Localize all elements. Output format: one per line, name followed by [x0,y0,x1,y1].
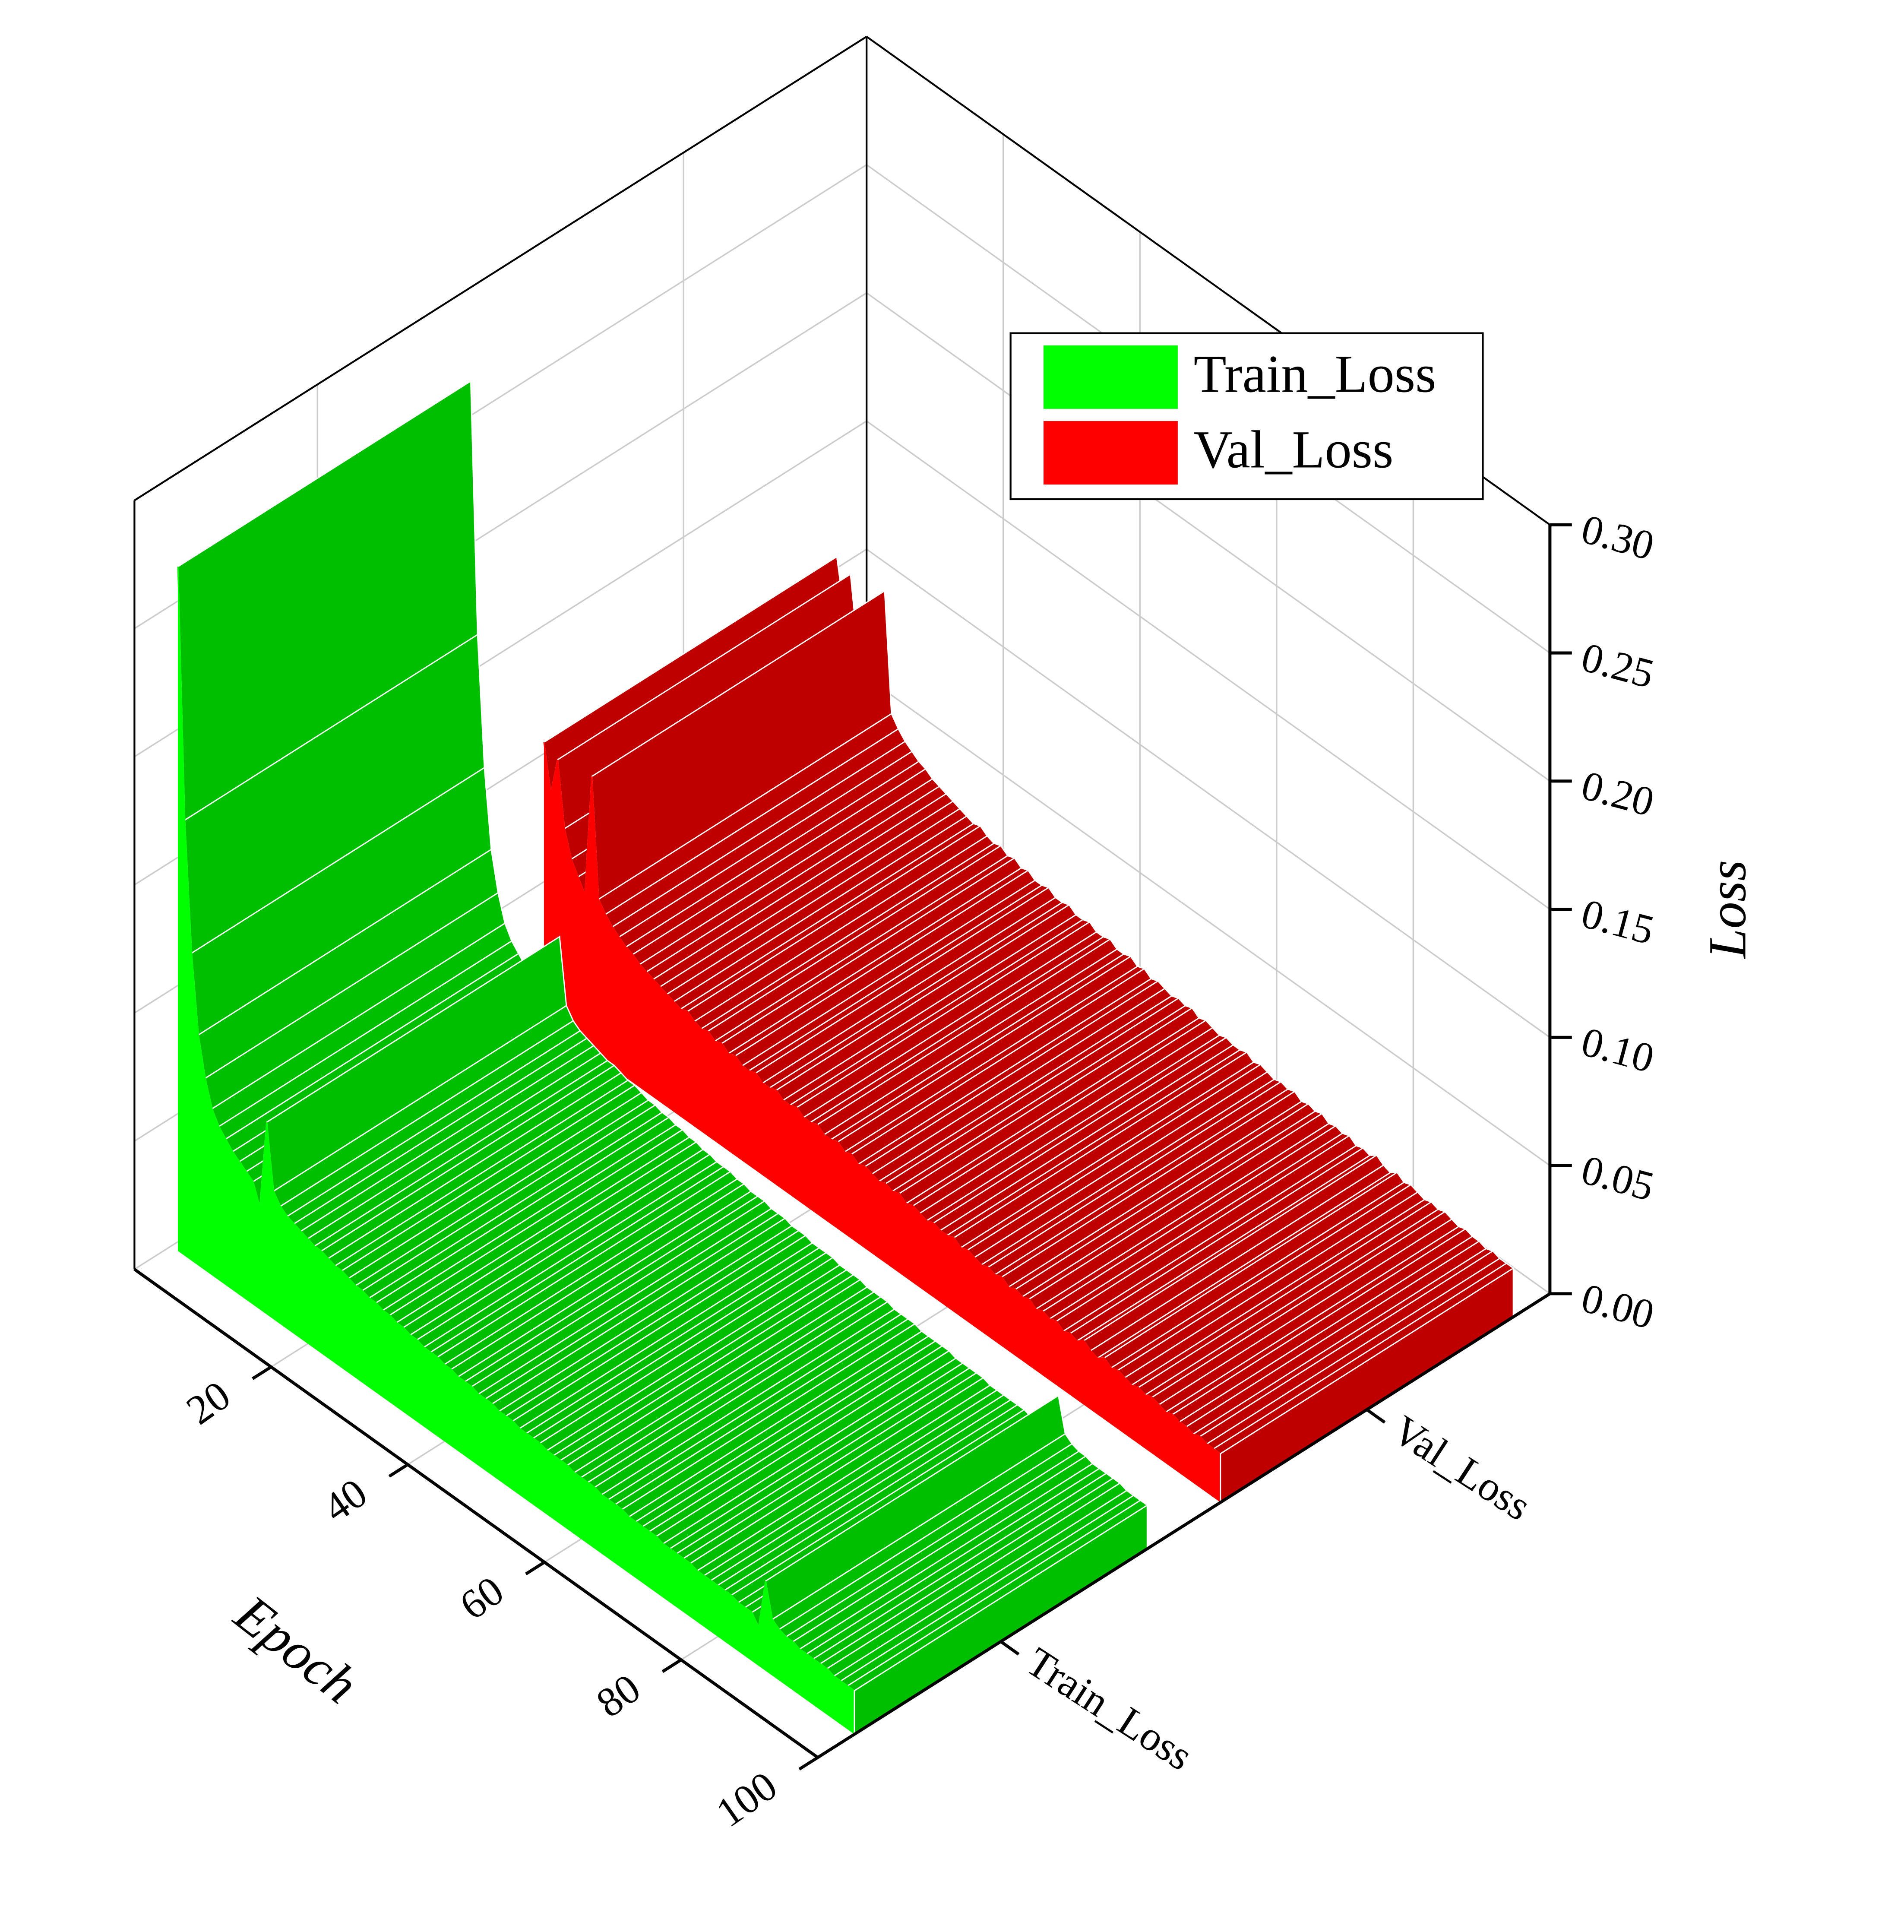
x-tick [661,1658,682,1673]
legend-swatch [1043,421,1178,485]
wall-front-edge [543,742,1221,1454]
series-wall [543,555,1515,1504]
wall-front-edge [177,567,855,1691]
legend-swatch [1043,345,1178,409]
legend: Train_Loss Val_Loss [1009,332,1484,500]
x-axis [133,1268,819,1759]
legend-label: Train_Loss [1194,344,1436,404]
walls [177,380,1515,1736]
x-tick [525,1561,545,1575]
x-tick [798,1756,819,1771]
series-wall [177,380,1148,1736]
box-edge [134,35,867,501]
wall-front [544,742,1221,1503]
depth-axis [817,1292,1551,1759]
depth-tick [1366,1408,1386,1424]
legend-label: Val_Loss [1194,420,1394,479]
x-tick [252,1365,272,1380]
depth-tick [999,1640,1020,1656]
x-tick [388,1463,409,1478]
y-axis-title: Loss [1697,860,1757,960]
